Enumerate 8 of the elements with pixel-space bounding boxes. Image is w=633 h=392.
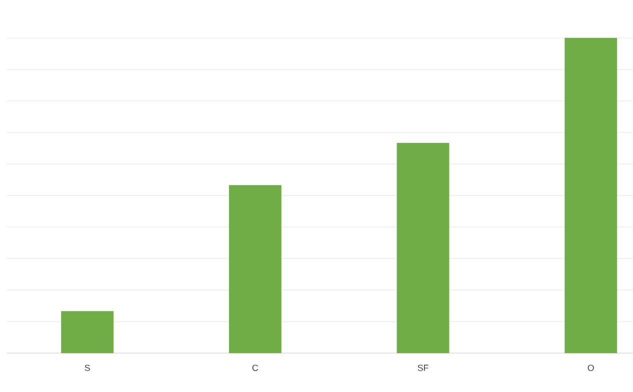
bar [61,311,114,354]
x-tick-label: S [84,364,90,372]
bar [396,143,450,354]
bar [228,185,282,354]
bar [564,38,618,354]
x-tick-label: O [588,364,594,372]
x-tick-label: C [252,364,258,372]
x-tick-label: SF [418,364,428,372]
